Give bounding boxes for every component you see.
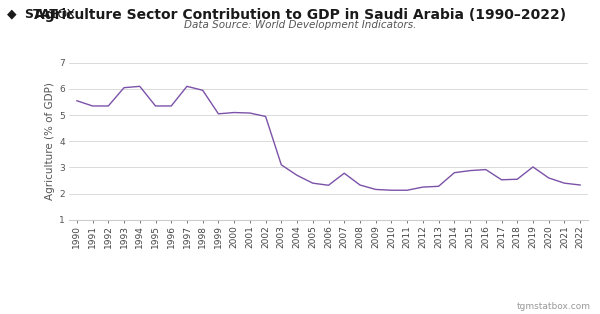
Text: Agriculture Sector Contribution to GDP in Saudi Arabia (1990–2022): Agriculture Sector Contribution to GDP i… bbox=[34, 8, 566, 22]
Text: STAT: STAT bbox=[24, 8, 58, 21]
Text: Data Source: World Development Indicators.: Data Source: World Development Indicator… bbox=[184, 20, 416, 30]
Text: ◆: ◆ bbox=[7, 8, 21, 21]
Text: tgmstatbox.com: tgmstatbox.com bbox=[517, 302, 591, 311]
Legend: Saudi Arabia: Saudi Arabia bbox=[283, 310, 374, 314]
Text: BOX: BOX bbox=[50, 8, 76, 21]
Y-axis label: Agriculture (% of GDP): Agriculture (% of GDP) bbox=[45, 82, 55, 200]
